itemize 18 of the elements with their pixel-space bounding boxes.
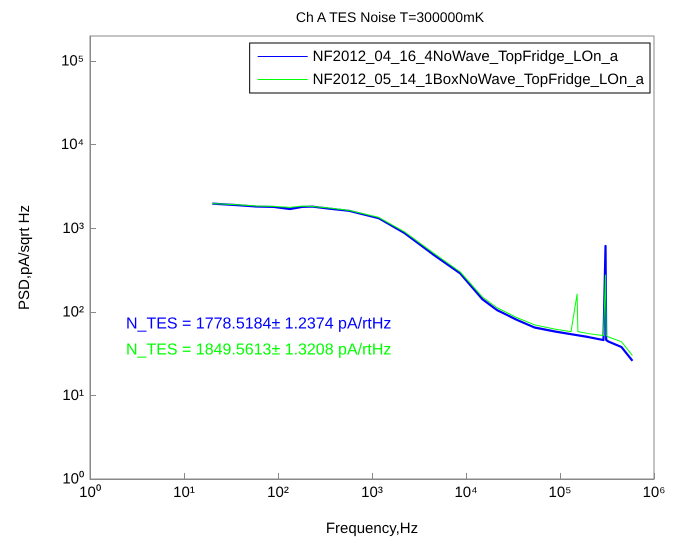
chart-title: Ch A TES Noise T=300000mK (296, 9, 485, 25)
legend-label: NF2012_05_14_1BoxNoWave_TopFridge_LOn_a (312, 71, 645, 88)
y-axis-title: PSD,pA/sqrt Hz (16, 204, 33, 310)
y-tick-label: 10³ (62, 220, 84, 237)
x-tick-label: 10³ (361, 484, 383, 501)
y-tick-label: 10⁵ (61, 52, 84, 70)
y-tick-label: 10² (62, 303, 84, 320)
legend-label: NF2012_04_16_4NoWave_TopFridge_LOn_a (312, 48, 619, 65)
annotation: N_TES = 1849.5613± 1.3208 pA/rtHz (126, 342, 392, 358)
x-tick-label: 10² (267, 484, 289, 501)
x-tick-label: 10¹ (173, 484, 195, 501)
x-tick-label: 10⁴ (454, 484, 478, 501)
x-tick-label: 10⁶ (642, 484, 666, 501)
y-tick-label: 10¹ (62, 386, 84, 404)
y-tick-label: 10⁴ (60, 136, 84, 154)
annotation: N_TES = 1778.5184± 1.2374 pA/rtHz (126, 316, 392, 332)
x-tick-label: 10⁵ (548, 484, 572, 501)
x-axis-title: Frequency,Hz (326, 520, 418, 537)
